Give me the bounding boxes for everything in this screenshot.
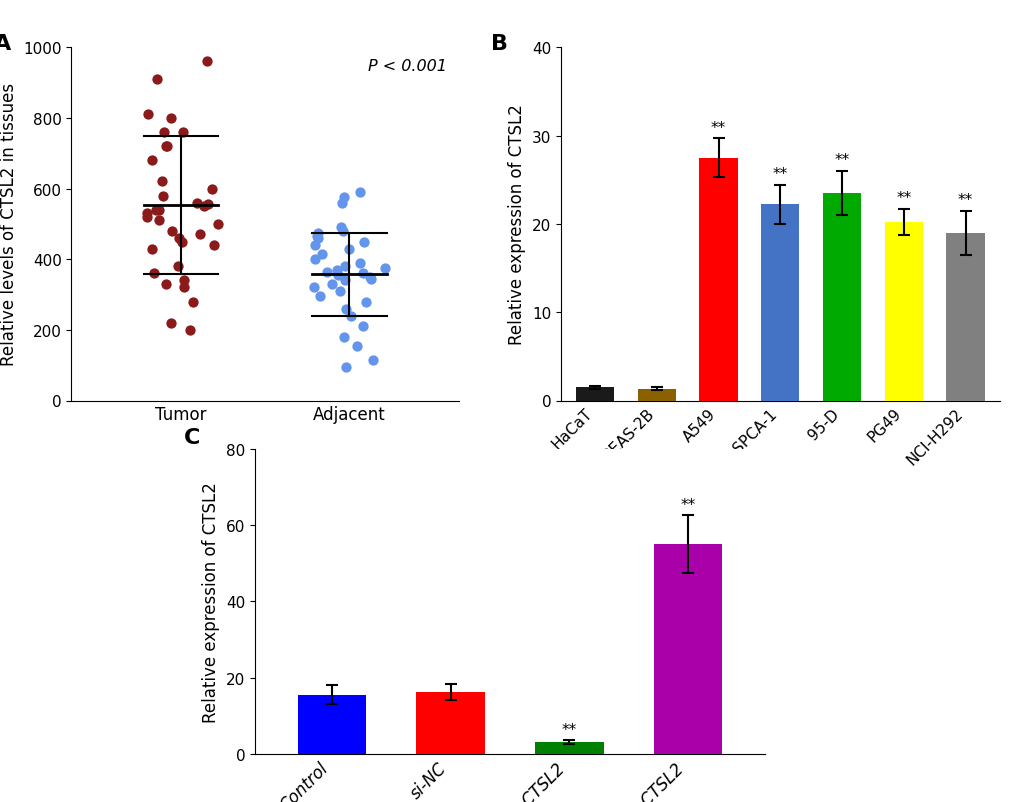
Point — [175, 127, 192, 140]
Bar — [637, 389, 676, 401]
Point — [334, 225, 351, 238]
Point — [199, 56, 215, 69]
Text: **: ** — [680, 498, 695, 512]
Point — [192, 229, 208, 241]
Text: A: A — [0, 34, 11, 54]
Point — [148, 204, 164, 217]
Point — [155, 190, 171, 203]
Point — [331, 286, 347, 298]
Bar — [822, 193, 860, 401]
Point — [330, 269, 346, 282]
Point — [306, 253, 322, 266]
Y-axis label: Relative expression of CTSL2: Relative expression of CTSL2 — [202, 481, 220, 722]
Point — [328, 264, 344, 277]
Point — [337, 361, 354, 374]
Bar — [883, 223, 922, 401]
Bar — [534, 742, 603, 754]
Text: **: ** — [710, 120, 726, 136]
Point — [175, 274, 192, 287]
Point — [306, 282, 322, 294]
Point — [324, 278, 340, 291]
Point — [170, 261, 186, 273]
Point — [181, 324, 198, 337]
Text: C: C — [183, 427, 200, 448]
Point — [352, 186, 368, 199]
Text: **: ** — [957, 192, 972, 208]
Point — [154, 176, 170, 188]
Point — [144, 243, 160, 256]
Text: **: ** — [834, 153, 849, 168]
Point — [355, 268, 371, 281]
Point — [200, 199, 216, 212]
Point — [310, 233, 326, 245]
Point — [310, 227, 326, 240]
Point — [158, 140, 174, 153]
Point — [356, 236, 372, 249]
Point — [184, 296, 201, 309]
Point — [149, 74, 165, 87]
Point — [376, 262, 392, 275]
Point — [151, 204, 167, 217]
Point — [210, 218, 226, 231]
Text: P < 0.001: P < 0.001 — [368, 59, 447, 74]
Point — [358, 296, 374, 309]
Point — [173, 236, 190, 249]
Point — [196, 200, 212, 213]
Point — [341, 243, 358, 256]
Point — [139, 211, 155, 224]
Point — [306, 239, 322, 252]
Point — [162, 112, 178, 125]
Point — [335, 192, 352, 205]
Point — [314, 248, 330, 261]
Point — [163, 225, 179, 238]
Point — [333, 221, 350, 234]
Text: **: ** — [772, 168, 787, 182]
Point — [363, 273, 379, 286]
Point — [206, 239, 222, 252]
Point — [308, 230, 324, 243]
Point — [355, 321, 371, 334]
Bar — [699, 159, 737, 401]
Bar — [653, 545, 721, 754]
Y-axis label: Relative levels of CTSL2 in tissues: Relative levels of CTSL2 in tissues — [0, 83, 17, 366]
Bar — [576, 387, 613, 401]
Point — [361, 271, 377, 284]
Text: **: ** — [896, 191, 911, 206]
Point — [365, 354, 381, 367]
Point — [311, 290, 327, 303]
Point — [139, 208, 155, 221]
Point — [146, 268, 162, 281]
Point — [334, 197, 351, 210]
Point — [204, 183, 220, 196]
Point — [170, 233, 186, 245]
Point — [189, 197, 205, 210]
Point — [156, 127, 172, 140]
Point — [337, 261, 354, 273]
Point — [338, 303, 355, 316]
Point — [158, 140, 174, 153]
Point — [175, 282, 192, 294]
Bar — [760, 205, 799, 401]
Text: B: B — [490, 34, 507, 54]
Point — [151, 215, 167, 228]
Point — [348, 340, 365, 353]
Bar — [298, 695, 366, 754]
Point — [144, 155, 160, 168]
Y-axis label: Relative expression of CTSL2: Relative expression of CTSL2 — [507, 104, 526, 345]
Point — [158, 278, 174, 291]
Point — [337, 274, 354, 287]
Point — [352, 257, 368, 269]
Point — [318, 265, 334, 278]
Bar — [416, 692, 485, 754]
Point — [335, 331, 352, 344]
Bar — [946, 233, 983, 401]
Point — [140, 109, 156, 122]
Text: **: ** — [561, 722, 577, 737]
Point — [342, 310, 359, 322]
Point — [163, 317, 179, 330]
